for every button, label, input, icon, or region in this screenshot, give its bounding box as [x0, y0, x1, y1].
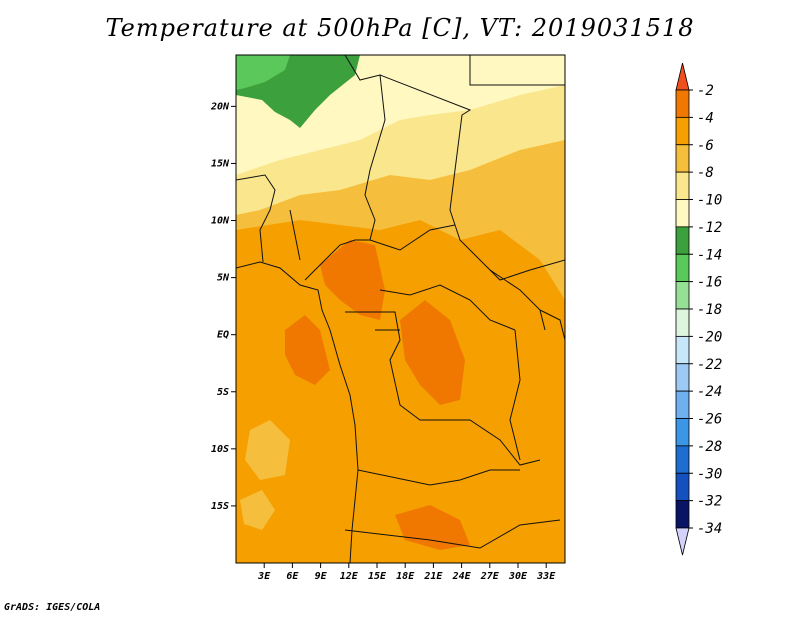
lat-tick-label: 10S [211, 444, 229, 455]
credit-text: GrADS: IGES/COLA [4, 602, 101, 613]
lat-tick-label: 15S [211, 501, 229, 512]
colorbar-box [675, 472, 690, 502]
colorbar-label: -28 [697, 439, 722, 455]
colorbar-label: -34 [697, 521, 722, 537]
country-borders [236, 55, 565, 563]
temperature-field [236, 55, 565, 563]
colorbar-box [675, 171, 690, 200]
colorbar-box [675, 281, 690, 310]
field-patch-warm-4 [395, 505, 470, 550]
field-patch-warm-2 [285, 315, 330, 385]
colorbar-label: -2 [697, 83, 714, 99]
colorbar-box [675, 226, 690, 255]
lon-tick-label: 3E [257, 571, 271, 582]
colorbar: -2 -4 -6 -8 -10 -12 -14 -16 -18 -20 -22 -24 -26 -28 -3… [675, 62, 722, 556]
colorbar-box [675, 363, 690, 392]
colorbar-label: -6 [697, 138, 714, 154]
lat-tick-label: 5S [217, 387, 229, 398]
chart-title: Temperature at 500hPa [C], VT: 201903151… [105, 14, 695, 42]
field-patch-warm-3 [400, 300, 465, 405]
colorbar-cap-top [675, 62, 690, 91]
colorbar-box [675, 253, 690, 283]
lon-tick-label: 18E [396, 571, 415, 582]
colorbar-label: -18 [697, 302, 722, 318]
colorbar-label: -30 [697, 466, 722, 482]
lon-tick-label: 9E [315, 571, 328, 582]
colorbar-box [675, 418, 690, 447]
lat-tick-label: 20N [210, 101, 230, 112]
lon-tick-label: 24E [452, 571, 472, 582]
colorbar-label: -8 [697, 165, 714, 181]
colorbar-box [675, 144, 690, 173]
colorbar-box [675, 116, 690, 146]
lon-tick-label: 15E [368, 571, 387, 582]
colorbar-label: -22 [697, 357, 722, 373]
colorbar-label: -20 [697, 329, 722, 345]
field-patch-cool-2 [240, 490, 275, 530]
lon-tick-label: 21E [423, 571, 443, 582]
colorbar-box [675, 89, 690, 118]
colorbar-label: -26 [697, 412, 722, 428]
lat-tick-label: 5N [217, 273, 230, 284]
field-patch-cool-1 [245, 420, 290, 480]
latitude-ticks: 20N 15N 10N 5N EQ 5S 10S 15S [210, 101, 236, 512]
colorbar-box [675, 199, 690, 228]
colorbar-label: -4 [697, 110, 714, 126]
lat-tick-label: 15N [211, 158, 230, 169]
colorbar-label: -12 [697, 220, 722, 236]
lon-tick-label: 33E [536, 571, 556, 582]
lon-tick-label: 30E [508, 571, 528, 582]
colorbar-label: -16 [697, 275, 722, 291]
colorbar-label: -24 [697, 384, 722, 400]
colorbar-box [675, 308, 690, 337]
colorbar-box [675, 390, 690, 419]
map-frame [235, 54, 566, 564]
lon-tick-label: 27E [480, 571, 500, 582]
lon-tick-label: 6E [286, 571, 299, 582]
longitude-ticks: 3E 6E 9E 12E 15E 18E 21E 24E 27E 30E 33E [257, 563, 556, 582]
colorbar-cap-bottom [675, 527, 690, 556]
lat-tick-label: EQ [217, 330, 229, 341]
colorbar-box [675, 445, 690, 474]
colorbar-box [675, 335, 690, 365]
field-patch-warm-1 [320, 240, 385, 320]
lat-tick-label: 10N [211, 216, 230, 227]
colorbar-label: -14 [697, 247, 722, 263]
colorbar-box [675, 500, 690, 529]
lon-tick-label: 12E [340, 571, 359, 582]
colorbar-label: -32 [697, 494, 722, 510]
field-band--14 [236, 55, 290, 90]
colorbar-label: -10 [697, 193, 722, 209]
